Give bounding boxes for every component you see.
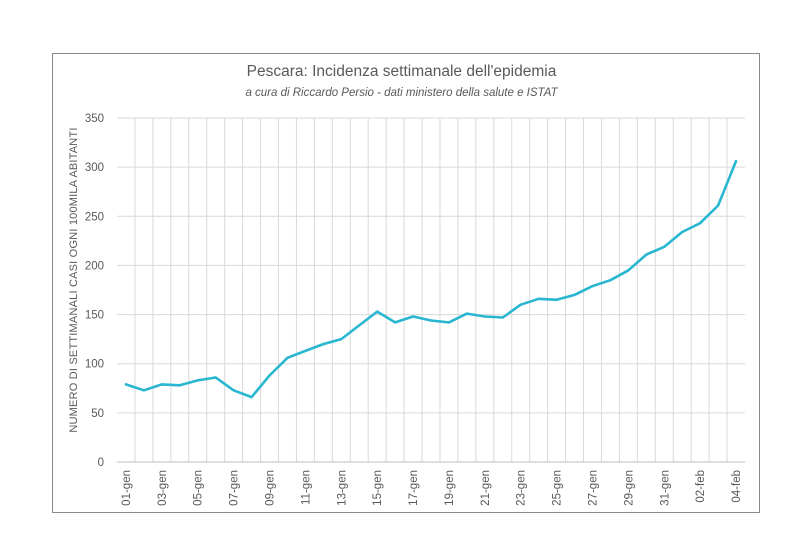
x-tick-label: 31-gen [659, 470, 671, 506]
data-point [627, 269, 630, 272]
data-point [178, 384, 181, 387]
data-point [142, 389, 146, 392]
x-tick-label: 13-gen [336, 470, 348, 506]
y-tick-label: 300 [85, 162, 104, 174]
data-point [501, 316, 504, 319]
data-point [232, 389, 235, 392]
x-tick-label: 25-gen [552, 470, 564, 506]
y-tick-label: 200 [85, 260, 104, 272]
data-point [429, 319, 433, 322]
data-point [160, 383, 164, 386]
data-point [196, 379, 199, 382]
data-point [483, 315, 487, 318]
data-point [465, 312, 469, 315]
data-point [519, 303, 522, 306]
data-point [286, 356, 289, 360]
data-point [304, 349, 307, 353]
x-tick-label: 11-gen [300, 470, 312, 505]
y-tick-label: 250 [85, 211, 104, 223]
data-point [124, 383, 128, 386]
x-tick-label: 03-gen [157, 470, 169, 506]
data-point [340, 337, 343, 341]
y-tick-label: 100 [85, 359, 104, 371]
series-layer [124, 159, 738, 399]
y-tick-label: 0 [98, 457, 104, 469]
data-point [322, 342, 325, 346]
data-point [663, 245, 666, 248]
x-tick-label: 27-gen [587, 470, 599, 506]
data-point [609, 278, 612, 282]
data-point [411, 315, 415, 318]
chart-frame [52, 53, 760, 513]
chart-subtitle: a cura di Riccardo Persio - dati ministe… [245, 87, 558, 99]
grid-lines [117, 117, 745, 462]
x-tick-label: 19-gen [444, 470, 456, 506]
data-point [447, 321, 451, 324]
data-point [681, 230, 684, 234]
x-tick-label: 04-feb [731, 470, 743, 503]
data-point [358, 324, 361, 327]
data-point [214, 376, 217, 379]
x-tick-label: 29-gen [623, 470, 635, 506]
chart-title: Pescara: Incidenza settimanale dell'epid… [246, 63, 557, 80]
series-line [124, 159, 738, 399]
data-point [375, 310, 379, 313]
y-tick-label: 150 [85, 310, 104, 322]
x-tick-label: 23-gen [516, 470, 528, 506]
y-tick-labels: 0 50 100 150 200 250 300 350 [85, 113, 104, 469]
x-tick-label: 02-feb [695, 470, 707, 503]
data-point [734, 160, 738, 163]
x-tick-label: 05-gen [193, 470, 205, 506]
x-tick-labels: 01-gen 03-gen 05-gen 07-gen 09-gen 11-gen 13-g… [121, 470, 743, 506]
data-point [591, 284, 594, 288]
y-axis-label: NUMERO DI SETTIMANALI CASI OGNI 100MILA … [68, 127, 80, 432]
y-tick-label: 350 [85, 113, 104, 125]
x-tick-label: 21-gen [480, 470, 492, 506]
data-point [573, 293, 576, 297]
data-point [698, 221, 702, 225]
y-tick-label: 50 [91, 408, 104, 420]
data-point [268, 374, 271, 377]
x-tick-label: 09-gen [265, 470, 277, 506]
x-tick-label: 01-gen [121, 470, 133, 506]
data-point [537, 297, 540, 301]
x-tick-label: 07-gen [229, 470, 241, 506]
data-point [393, 321, 397, 324]
data-point [250, 395, 253, 399]
data-point [645, 253, 648, 256]
x-tick-label: 17-gen [408, 470, 420, 506]
data-point [555, 298, 558, 302]
x-tick-label: 15-gen [372, 470, 384, 506]
data-point [716, 204, 720, 207]
